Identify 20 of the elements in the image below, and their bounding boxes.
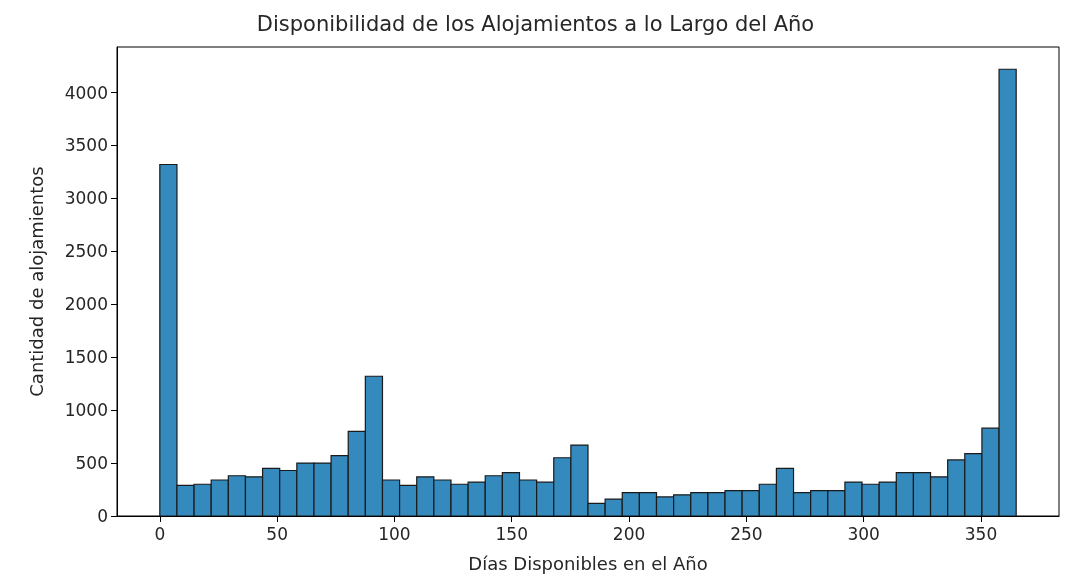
y-tick-label: 0 <box>97 506 108 526</box>
y-tick-label: 2000 <box>64 294 108 315</box>
y-tick-label: 1500 <box>64 347 108 368</box>
chart-title: Disponibilidad de los Alojamientos a lo Largo del Año <box>256 11 815 36</box>
x-tick-label: 150 <box>495 523 528 544</box>
x-tick-label: 50 <box>266 523 288 544</box>
y-tick-label: 3500 <box>64 135 108 156</box>
x-tick-label: 200 <box>612 523 646 544</box>
x-tick-label: 250 <box>730 523 763 544</box>
y-tick-label: 1000 <box>64 400 108 421</box>
y-axis-title: Cantidad de alojamientos <box>25 166 47 397</box>
y-tick-label: 2500 <box>64 241 108 262</box>
x-tick-label: 100 <box>378 523 411 544</box>
x-tick-label: 0 <box>154 523 166 544</box>
y-tick-label: 500 <box>75 453 108 474</box>
x-tick-label: 350 <box>964 523 998 544</box>
x-tick-label: 300 <box>847 523 880 544</box>
y-tick-label: 4000 <box>64 82 108 103</box>
x-axis-title: Días Disponibles en el Año <box>468 552 708 574</box>
y-tick-label: 3000 <box>64 188 108 209</box>
